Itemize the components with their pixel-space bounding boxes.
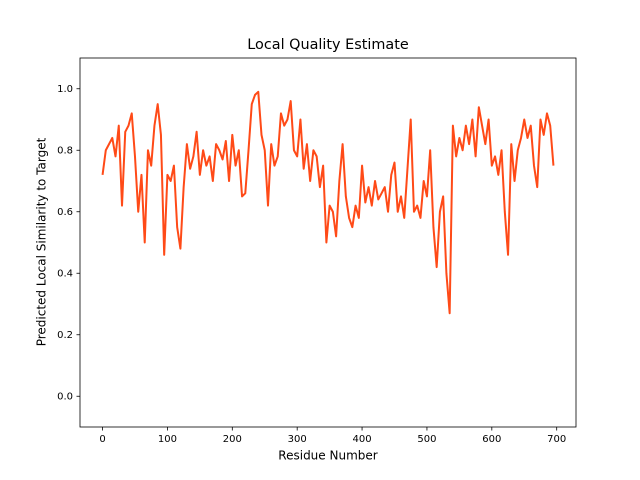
- y-tick-label: 0.4: [57, 268, 73, 279]
- plot-frame: [79, 57, 577, 428]
- y-tick-label: 0.6: [57, 207, 73, 218]
- x-tick-label: 100: [158, 434, 177, 445]
- x-tick-label: 0: [99, 434, 105, 445]
- x-axis-label: Residue Number: [278, 449, 377, 463]
- x-tick-label: 700: [547, 434, 566, 445]
- x-tick-label: 300: [288, 434, 307, 445]
- x-tick-label: 400: [353, 434, 372, 445]
- x-tick-label: 600: [482, 434, 501, 445]
- y-tick-label: 0.8: [57, 145, 73, 156]
- y-tick-label: 0.2: [57, 330, 73, 341]
- y-tick-label: 0.0: [57, 391, 73, 402]
- x-tick-label: 200: [223, 434, 242, 445]
- chart-title: Local Quality Estimate: [247, 37, 409, 53]
- y-tick-label: 1.0: [57, 84, 73, 95]
- x-tick-label: 500: [417, 434, 436, 445]
- data-line: [101, 90, 555, 315]
- y-axis-label: Predicted Local Similarity to Target: [35, 137, 49, 346]
